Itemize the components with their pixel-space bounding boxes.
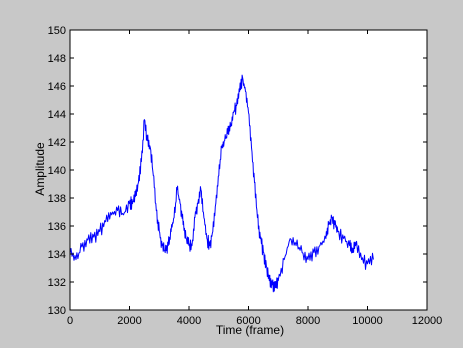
x-tick-label: 6000 bbox=[236, 315, 260, 327]
series-layer bbox=[69, 74, 374, 293]
y-tick-label: 136 bbox=[48, 221, 66, 233]
y-tick-label: 148 bbox=[48, 53, 66, 65]
x-tick-label: 2000 bbox=[117, 315, 141, 327]
y-tick-label: 150 bbox=[48, 25, 66, 37]
y-tick-label: 130 bbox=[48, 305, 66, 317]
y-tick-label: 132 bbox=[48, 277, 66, 289]
y-axis-label: Amplitude bbox=[33, 142, 47, 196]
x-tick-label: 4000 bbox=[177, 315, 201, 327]
x-tick-label: 0 bbox=[67, 315, 73, 327]
x-tick-label: 12000 bbox=[412, 315, 443, 327]
x-axis-label: Time (frame) bbox=[216, 323, 284, 337]
plot-area bbox=[70, 30, 427, 310]
y-tick-label: 144 bbox=[48, 109, 66, 121]
x-tick-label: 8000 bbox=[296, 315, 320, 327]
y-tick-label: 140 bbox=[48, 165, 66, 177]
y-tick-label: 134 bbox=[48, 249, 66, 261]
y-axis-ticks: 130 132 134 136 138 140 142 144 146 148 150 bbox=[48, 25, 427, 317]
y-tick-label: 138 bbox=[48, 193, 66, 205]
x-axis-ticks: 0 2000 4000 6000 8000 10000 12000 bbox=[67, 30, 442, 327]
y-tick-label: 142 bbox=[48, 137, 66, 149]
x-tick-label: 10000 bbox=[352, 315, 383, 327]
y-tick-label: 146 bbox=[48, 81, 66, 93]
series-line-0 bbox=[69, 74, 374, 293]
